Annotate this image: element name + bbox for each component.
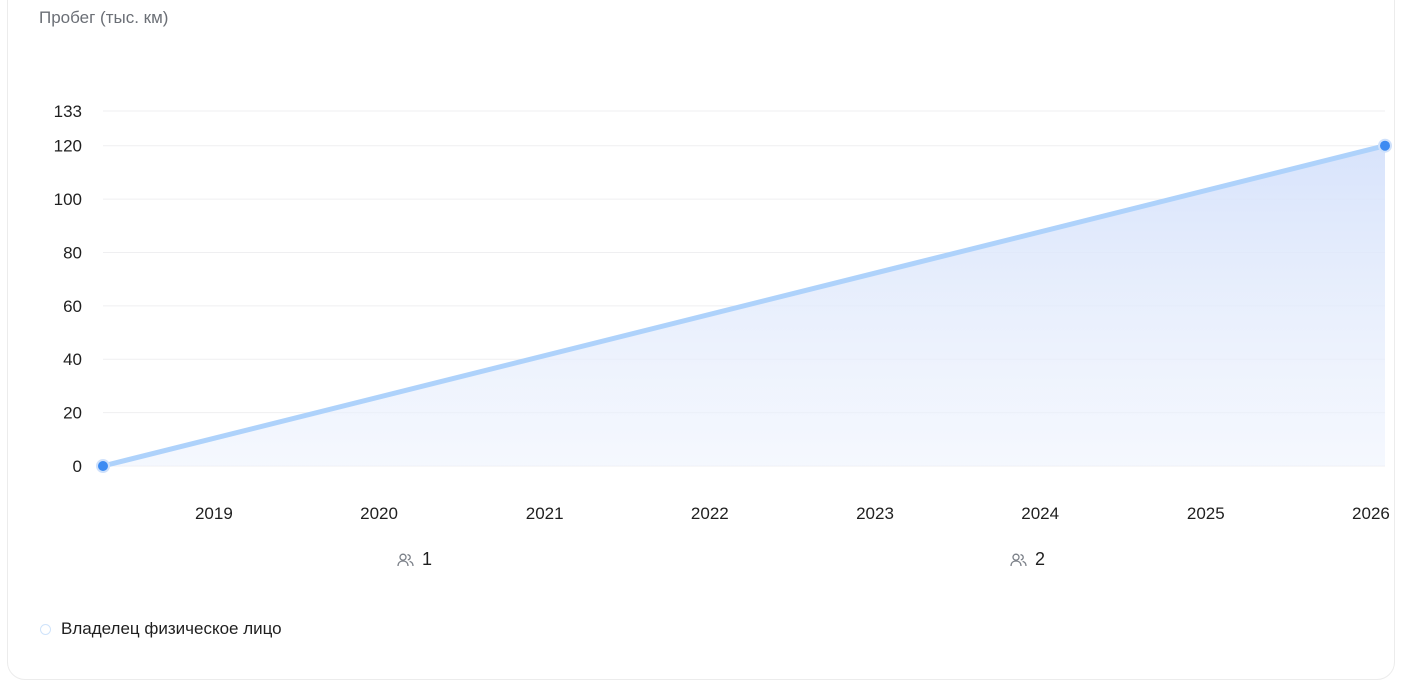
y-tick-label: 0: [73, 457, 82, 476]
y-axis-title: Пробег (тыс. км): [39, 8, 169, 27]
y-tick-label: 80: [63, 243, 82, 262]
y-tick-label: 120: [54, 137, 82, 156]
y-axis-ticks: 0 20 40 60 80 100 120 133: [54, 102, 82, 476]
x-tick-label: 2022: [691, 504, 729, 523]
owners-row: 1 2: [0, 549, 1403, 573]
data-point[interactable]: [1378, 138, 1392, 153]
x-tick-label: 2020: [360, 504, 398, 523]
y-tick-label: 20: [63, 404, 82, 423]
x-axis-ticks: 2019 2020 2021 2022 2023 2024 2025 2026: [195, 504, 1390, 523]
x-tick-label: 2021: [526, 504, 564, 523]
y-tick-label: 60: [63, 297, 82, 316]
y-tick-label: 133: [54, 102, 82, 121]
y-tick-label: 40: [63, 350, 82, 369]
x-tick-label: 2019: [195, 504, 233, 523]
mileage-line: [100, 143, 1388, 469]
x-tick-label: 2023: [856, 504, 894, 523]
mileage-area: [103, 145, 1385, 466]
legend-marker-icon[interactable]: [40, 623, 51, 635]
owner-count: 1: [422, 549, 433, 569]
x-tick-label: 2025: [1187, 504, 1225, 523]
owner-period-1: 1: [397, 549, 432, 570]
owners-icon: [1010, 553, 1027, 566]
legend[interactable]: Владелец физическое лицо: [40, 619, 282, 639]
legend-label[interactable]: Владелец физическое лицо: [61, 619, 282, 638]
data-point[interactable]: [96, 459, 110, 473]
owner-count: 2: [1035, 549, 1046, 569]
x-tick-label: 2024: [1021, 504, 1059, 523]
y-tick-label: 100: [54, 190, 82, 209]
data-points: [96, 138, 1392, 473]
owners-icon: [397, 553, 414, 566]
owner-period-2: 2: [1010, 549, 1045, 570]
x-tick-label: 2026: [1352, 504, 1390, 523]
